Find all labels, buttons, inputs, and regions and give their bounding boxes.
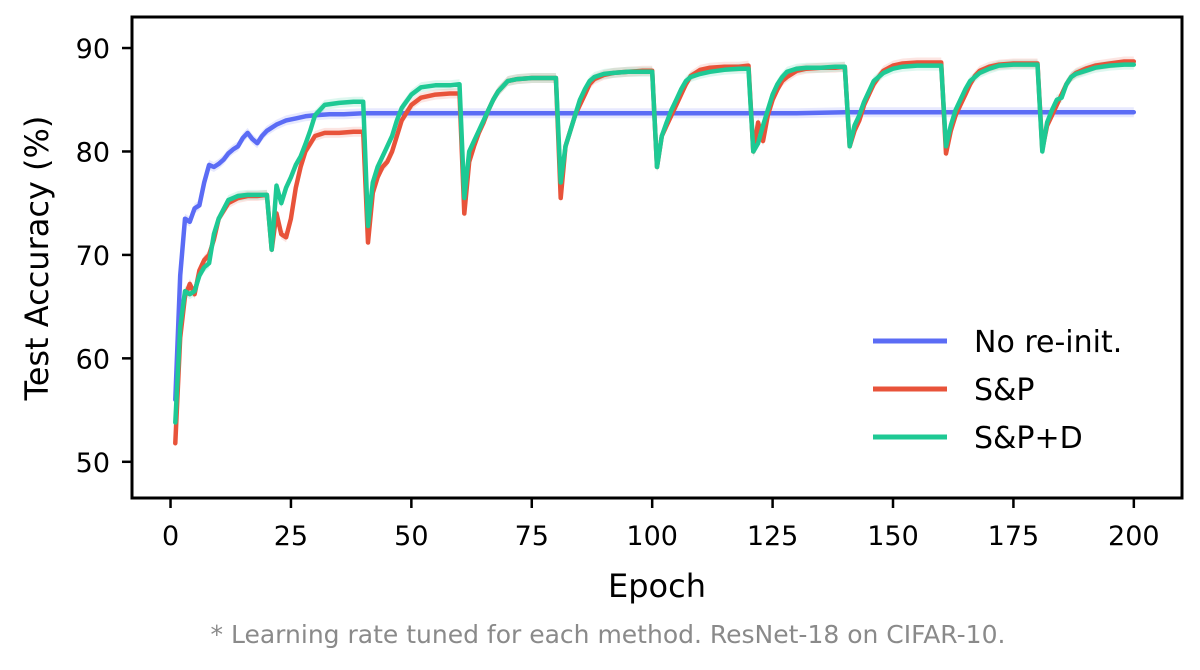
y-tick-label: 60 — [76, 344, 110, 375]
legend-label-0: No re-init. — [974, 325, 1122, 360]
x-tick-label: 0 — [162, 521, 179, 552]
y-tick-label: 50 — [76, 448, 110, 479]
y-axis-label: Test Accuracy (%) — [18, 116, 56, 402]
y-tick-label: 70 — [76, 241, 110, 272]
series-line-0 — [173, 109, 1137, 402]
series-line-2 — [173, 62, 1137, 425]
x-tick-label: 100 — [626, 521, 678, 552]
y-tick-label: 80 — [76, 137, 110, 168]
x-tick-label: 150 — [867, 521, 919, 552]
x-tick-label: 75 — [515, 521, 549, 552]
x-tick-label: 125 — [747, 521, 799, 552]
y-tick-label: 90 — [76, 34, 110, 65]
x-tick-label: 50 — [394, 521, 428, 552]
y-axis-ticks: 50 60 70 80 90 — [76, 34, 132, 479]
x-axis-ticks: 0 25 50 75 100 125 150 175 200 — [162, 498, 1160, 552]
legend-label-2: S&P+D — [974, 421, 1083, 456]
footnote: * Learning rate tuned for each method. R… — [210, 620, 1006, 649]
x-tick-label: 175 — [988, 521, 1040, 552]
series-lines — [173, 59, 1137, 446]
x-tick-label: 200 — [1108, 521, 1160, 552]
x-tick-label: 25 — [274, 521, 308, 552]
legend-label-1: S&P — [974, 373, 1035, 408]
x-axis-label: Epoch — [608, 567, 706, 605]
legend: No re-init. S&P S&P+D — [873, 325, 1122, 456]
plot-frame — [130, 15, 1184, 500]
